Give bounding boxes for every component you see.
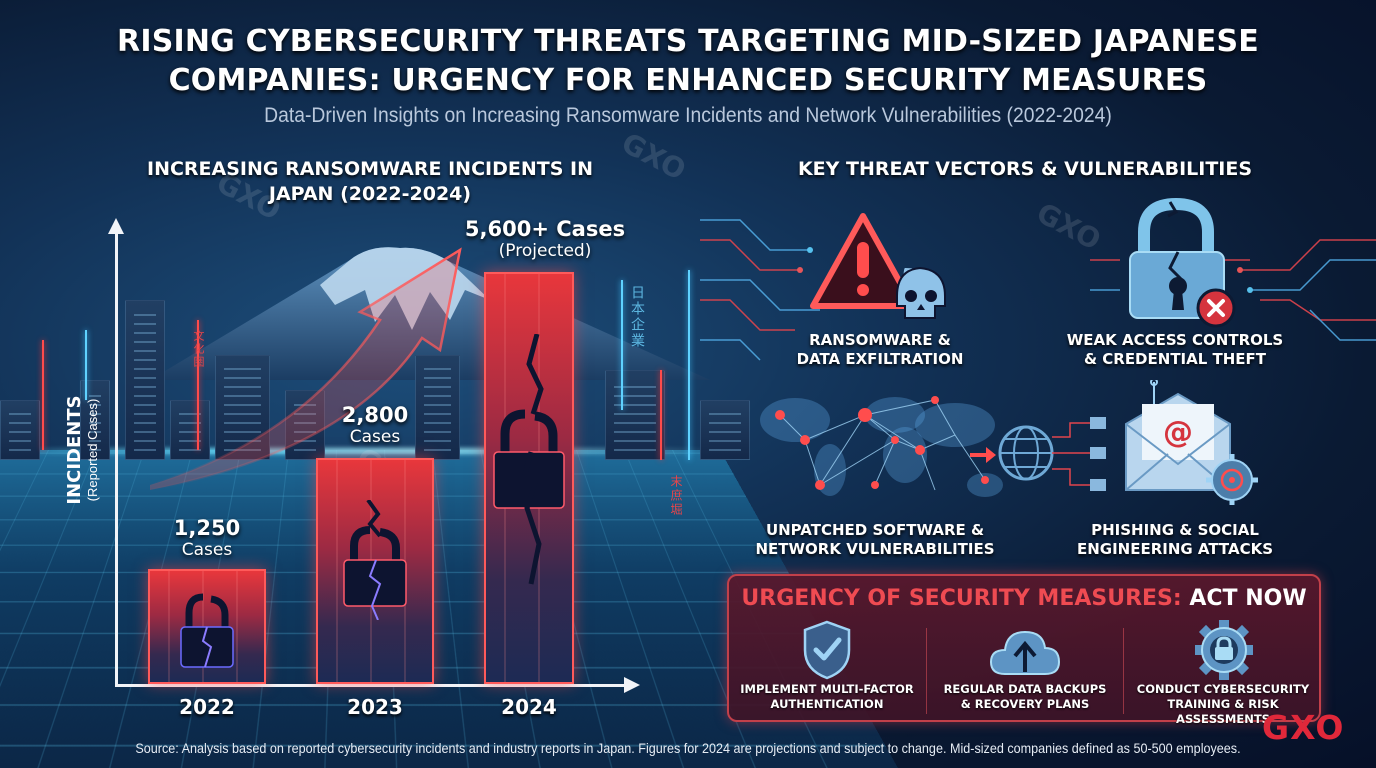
building — [700, 400, 750, 460]
trend-arrow-icon — [150, 247, 462, 490]
threat-ransomware: RANSOMWARE & DATA EXFILTRATION — [770, 331, 990, 369]
urgency-panel: URGENCY OF SECURITY MEASURES: ACT NOW IM… — [727, 574, 1321, 726]
bar-2023 — [316, 458, 434, 684]
threat-label-line: NETWORK VULNERABILITIES — [755, 540, 995, 558]
page-title: RISING CYBERSECURITY THREATS TARGETING M… — [0, 22, 1376, 100]
y-axis-label: INCIDENTS (Reported Cases) — [64, 370, 100, 530]
building — [285, 390, 325, 460]
measure-label: IMPLEMENT MULTI-FACTOR AUTHENTICATION — [729, 682, 925, 712]
broken-lock-icon — [343, 500, 407, 620]
kanji-sign: 文化圏 — [192, 330, 204, 369]
cloud-upload-icon — [989, 630, 1061, 675]
y-axis — [115, 232, 118, 686]
threat-access-controls: WEAK ACCESS CONTROLS & CREDENTIAL THEFT — [1060, 331, 1290, 369]
threat-unpatched-software: UNPATCHED SOFTWARE & NETWORK VULNERABILI… — [745, 521, 1005, 559]
bar-value-2023: 2,800 Cases — [316, 403, 434, 447]
broken-lock-icon — [1129, 198, 1236, 328]
gear-lock-icon — [1195, 620, 1253, 680]
title-line-2: COMPANIES: URGENCY FOR ENHANCED SECURITY… — [168, 63, 1208, 98]
building — [415, 355, 460, 460]
measure-label-line: CONDUCT CYBERSECURITY — [1136, 682, 1310, 696]
broken-lock-icon — [493, 334, 565, 585]
broken-lock-icon — [180, 593, 234, 668]
building — [170, 400, 210, 460]
x-axis-arrow-icon — [624, 677, 640, 693]
threat-phishing: PHISHING & SOCIAL ENGINEERING ATTACKS — [1060, 521, 1290, 559]
neon-line — [85, 330, 87, 400]
measure-label-line: TRAINING & RISK ASSESSMENTS — [1167, 697, 1279, 726]
page-subtitle: Data-Driven Insights on Increasing Ranso… — [264, 104, 1112, 127]
threat-label-line: PHISHING & SOCIAL — [1091, 521, 1259, 539]
urgency-title-red: URGENCY OF SECURITY MEASURES: — [741, 586, 1182, 611]
x-tick-2022: 2022 — [179, 695, 235, 719]
urgency-title-white: ACT NOW — [1189, 586, 1307, 611]
measure-training: CONDUCT CYBERSECURITY TRAINING & RISK AS… — [1125, 620, 1321, 726]
watermark: GXO — [616, 126, 692, 187]
measure-label-line: IMPLEMENT MULTI-FACTOR — [740, 682, 914, 696]
kanji-sign: 末庶堀 — [669, 475, 683, 517]
y-axis-arrow-icon — [108, 218, 124, 234]
building — [215, 355, 270, 460]
measure-backups: REGULAR DATA BACKUPS & RECOVERY PLANS — [927, 620, 1123, 720]
bar-value-number: 2,800 — [341, 403, 409, 427]
building — [605, 370, 665, 460]
x-tick-2024: 2024 — [501, 695, 557, 719]
warning-skull-icon — [810, 213, 946, 319]
gxo-logo: GXO — [1262, 708, 1345, 747]
chart-title-line-1: INCREASING RANSOMWARE INCIDENTS IN — [147, 158, 593, 180]
source-note: Source: Analysis based on reported cyber… — [135, 740, 1241, 756]
neon-line — [621, 280, 623, 410]
measure-label-line: AUTHENTICATION — [770, 697, 884, 711]
threat-label-line: & CREDENTIAL THEFT — [1083, 350, 1267, 368]
kanji-sign: 日本企業 — [630, 285, 646, 349]
neon-line — [42, 340, 44, 450]
circuit-lines — [700, 219, 1376, 361]
threats-title: KEY THREAT VECTORS & VULNERABILITIES — [797, 158, 1253, 180]
neon-line — [688, 270, 690, 460]
bar-value-number: 5,600+ Cases — [464, 217, 626, 241]
bar-value-number: 1,250 — [173, 516, 241, 540]
horizon-glow — [0, 448, 720, 454]
bar-value-unit: Cases — [181, 540, 233, 560]
building — [125, 300, 165, 460]
bar-value-2024: 5,600+ Cases (Projected) — [450, 217, 640, 261]
shield-check-icon — [803, 620, 851, 680]
chart-title-line-2: JAPAN (2022-2024) — [268, 183, 472, 205]
threat-label-line: UNPATCHED SOFTWARE & — [765, 521, 985, 539]
bar-value-unit: Cases — [349, 427, 401, 447]
measure-label: REGULAR DATA BACKUPS & RECOVERY PLANS — [927, 682, 1123, 712]
threat-label-line: WEAK ACCESS CONTROLS — [1066, 331, 1284, 349]
bar-2022 — [148, 569, 266, 684]
x-tick-2023: 2023 — [347, 695, 403, 719]
bar-value-unit: (Projected) — [498, 241, 592, 261]
title-line-1: RISING CYBERSECURITY THREATS TARGETING M… — [117, 24, 1259, 59]
chart-title: INCREASING RANSOMWARE INCIDENTS IN JAPAN… — [130, 157, 610, 207]
measure-label: CONDUCT CYBERSECURITY TRAINING & RISK AS… — [1125, 682, 1321, 727]
world-network-icon — [760, 396, 1003, 497]
measure-mfa: IMPLEMENT MULTI-FACTOR AUTHENTICATION — [729, 620, 925, 720]
threat-label-line: RANSOMWARE & — [809, 331, 951, 349]
neon-line — [197, 320, 199, 450]
divider — [1123, 628, 1124, 714]
bar-value-2022: 1,250 Cases — [148, 516, 266, 560]
neon-line — [660, 370, 662, 460]
phishing-email-icon: @ — [1125, 380, 1258, 505]
building — [0, 400, 40, 460]
measure-label-line: REGULAR DATA BACKUPS — [943, 682, 1107, 696]
bar-2024 — [484, 272, 574, 684]
svg-text:@: @ — [1163, 415, 1193, 450]
threat-label-line: DATA EXFILTRATION — [796, 350, 964, 368]
measure-label-line: & RECOVERY PLANS — [960, 697, 1090, 711]
y-axis-label-main: INCIDENTS — [64, 395, 85, 505]
urgency-title: URGENCY OF SECURITY MEASURES: ACT NOW — [729, 586, 1319, 611]
threat-label-line: ENGINEERING ATTACKS — [1076, 540, 1274, 558]
y-axis-label-sub: (Reported Cases) — [85, 398, 100, 502]
globe-servers-icon — [970, 417, 1106, 491]
divider — [926, 628, 927, 714]
building — [80, 380, 110, 460]
x-axis — [115, 684, 625, 687]
